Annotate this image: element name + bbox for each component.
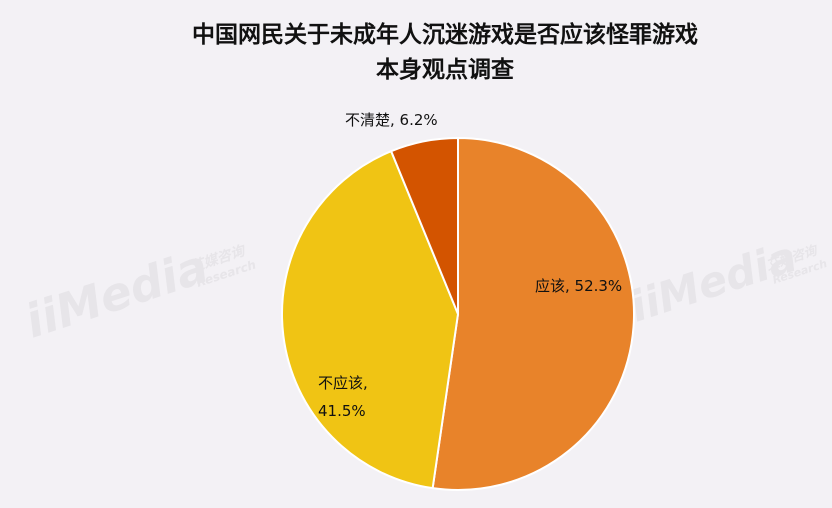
slice-yinggai [431, 136, 635, 491]
pie-slices [281, 136, 635, 491]
slice-label-buyinggai-line1: 不应该, [318, 374, 368, 392]
slice-label-buqingchu: 不清楚, 6.2% [345, 111, 438, 129]
slice-label-buyinggai-line2: 41.5% [318, 402, 366, 420]
slice-buyinggai [281, 149, 460, 490]
chart-title-line2: 本身观点调查 [376, 57, 514, 83]
chart-title: 中国网民关于未成年人沉迷游戏是否应该怪罪游戏 本身观点调查 [0, 18, 832, 88]
chart-title-line1: 中国网民关于未成年人沉迷游戏是否应该怪罪游戏 [192, 22, 698, 48]
slice-label-yinggai: 应该, 52.3% [535, 277, 622, 295]
slice-buqingchu [389, 136, 459, 315]
